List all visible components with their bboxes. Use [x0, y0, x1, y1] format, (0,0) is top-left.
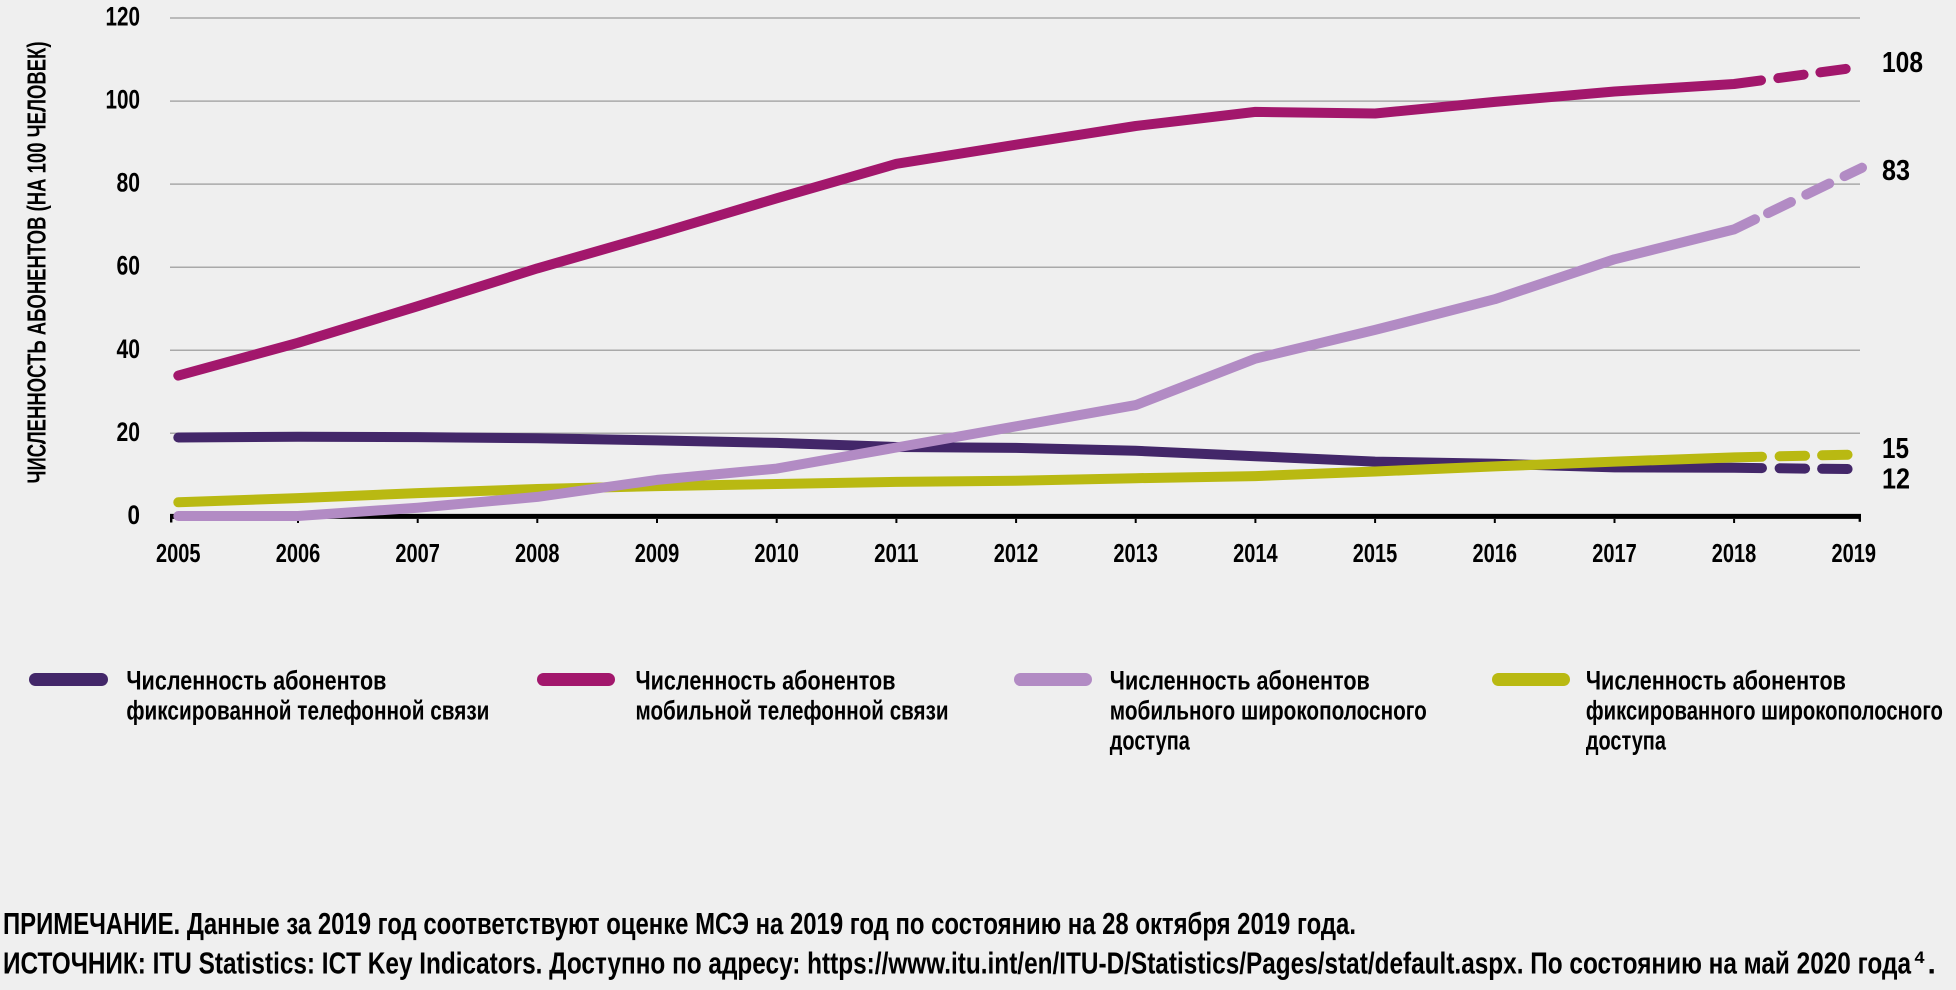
svg-text:2010: 2010 [754, 538, 799, 568]
svg-text:Численность абонентов: Численность абонентов [1110, 666, 1370, 696]
svg-text:ЧИСЛЕННОСТЬ АБОНЕНТОВ (НА 100: ЧИСЛЕННОСТЬ АБОНЕНТОВ (НА 100 ЧЕЛОВЕК) [22, 42, 52, 484]
svg-text:фиксированной телефонной связи: фиксированной телефонной связи [126, 696, 489, 726]
svg-text:.: . [1928, 947, 1936, 980]
svg-text:2011: 2011 [874, 538, 919, 568]
svg-text:2009: 2009 [635, 538, 680, 568]
svg-text:60: 60 [117, 251, 141, 281]
svg-text:мобильного широкополосного: мобильного широкополосного [1110, 696, 1427, 726]
svg-text:100: 100 [106, 85, 141, 115]
svg-text:фиксированного широкополосного: фиксированного широкополосного [1586, 696, 1943, 726]
svg-text:0: 0 [128, 500, 141, 530]
svg-text:Численность абонентов: Численность абонентов [636, 666, 896, 696]
svg-text:2012: 2012 [994, 538, 1039, 568]
svg-text:2006: 2006 [276, 538, 321, 568]
svg-text:ПРИМЕЧАНИЕ. Данные за 2019 год: ПРИМЕЧАНИЕ. Данные за 2019 год соответст… [3, 906, 1356, 941]
svg-text:2019: 2019 [1832, 538, 1877, 568]
svg-text:12: 12 [1882, 464, 1910, 496]
svg-text:2014: 2014 [1233, 538, 1278, 568]
svg-text:108: 108 [1882, 47, 1923, 79]
svg-text:120: 120 [106, 2, 141, 32]
svg-text:4: 4 [1915, 948, 1926, 967]
svg-text:Численность абонентов: Численность абонентов [126, 666, 386, 696]
svg-text:80: 80 [117, 168, 141, 198]
svg-text:доступа: доступа [1110, 726, 1191, 756]
svg-text:2016: 2016 [1473, 538, 1518, 568]
svg-text:2018: 2018 [1712, 538, 1757, 568]
svg-text:40: 40 [117, 334, 141, 364]
svg-text:15: 15 [1882, 433, 1909, 465]
svg-text:2005: 2005 [156, 538, 201, 568]
svg-text:мобильной телефонной связи: мобильной телефонной связи [636, 696, 949, 726]
svg-text:Численность абонентов: Численность абонентов [1586, 666, 1846, 696]
svg-text:2007: 2007 [395, 538, 440, 568]
svg-text:83: 83 [1882, 155, 1910, 187]
svg-text:2013: 2013 [1113, 538, 1158, 568]
svg-text:ИСТОЧНИК: ITU Statistics: ICT: ИСТОЧНИК: ITU Statistics: ICT Key Indica… [3, 945, 1912, 980]
svg-text:2017: 2017 [1592, 538, 1637, 568]
svg-text:2015: 2015 [1353, 538, 1398, 568]
svg-text:2008: 2008 [515, 538, 560, 568]
svg-text:доступа: доступа [1586, 726, 1667, 756]
svg-text:20: 20 [117, 417, 141, 447]
